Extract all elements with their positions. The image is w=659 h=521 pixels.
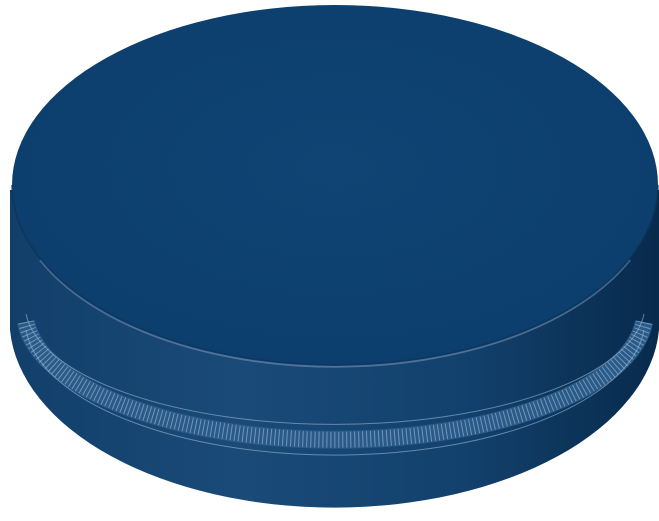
knurl-edge-top: [25, 313, 645, 425]
rim-shadow: [11, 184, 659, 366]
knurl-edge-bottom: [25, 329, 645, 456]
rim-highlight: [39, 259, 631, 368]
knurl-ridges: [18, 320, 652, 448]
puck-top: [12, 5, 658, 365]
